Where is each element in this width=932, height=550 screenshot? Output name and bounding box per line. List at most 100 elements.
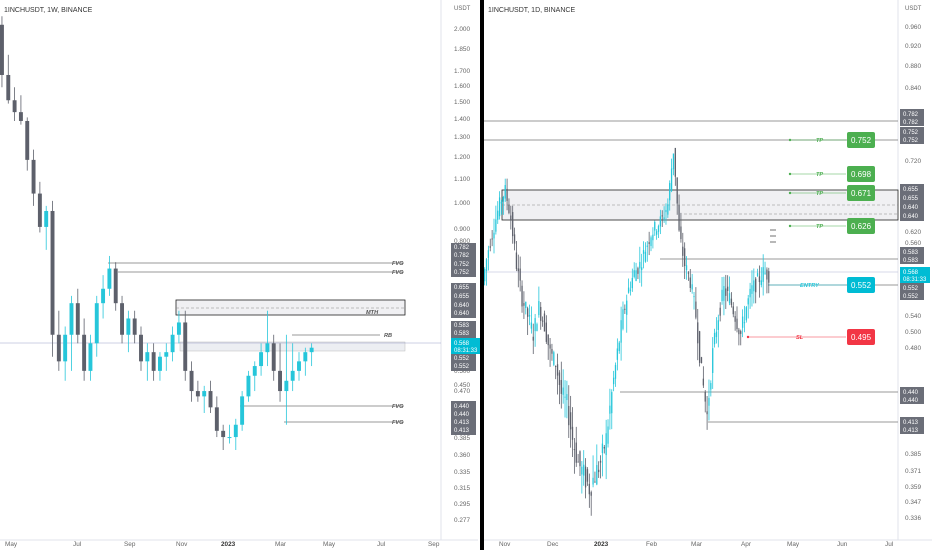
right-candle <box>745 307 748 321</box>
left-candle <box>12 100 17 113</box>
right-tag-bg-413 <box>900 417 924 434</box>
left-current-price-tag <box>451 338 481 354</box>
sl-annotation: SL <box>796 335 804 341</box>
right-tag-bg-655 <box>900 184 924 221</box>
right-candle <box>607 426 609 444</box>
tp2-label-bg <box>847 166 875 182</box>
left-current-price: 0.568 <box>454 341 470 347</box>
left-tag-bg-upper <box>451 243 476 277</box>
right-candle <box>568 405 570 426</box>
right-candle <box>543 313 546 332</box>
left-candle <box>208 391 213 408</box>
right-x-tick: May <box>787 541 800 548</box>
right-chart-title: 1INCHUSDT, 1D, BINANCE <box>488 7 575 14</box>
left-candle <box>309 347 314 353</box>
right-candle <box>727 286 729 291</box>
right-candle <box>534 318 536 332</box>
left-y-tick: 1.600 <box>454 83 470 90</box>
right-candle <box>764 272 766 274</box>
right-y-tick: 0.540 <box>905 313 921 320</box>
right-current-price: 0.568 <box>903 270 919 276</box>
right-y-axis: 0.960 0.920 0.880 0.840 0.720 0.620 0.56… <box>905 24 921 522</box>
right-candle <box>601 443 604 454</box>
right-candle <box>562 387 564 395</box>
left-candle <box>284 380 289 392</box>
right-candle <box>768 271 770 283</box>
right-price-tag: 0.440 <box>903 398 919 404</box>
left-y-tick: 0.470 <box>454 388 470 395</box>
right-candle <box>599 460 602 463</box>
sl-label-bg <box>847 329 875 345</box>
right-candle <box>586 469 589 482</box>
left-price-tags: 0.782 0.782 0.752 0.752 0.655 0.655 0.64… <box>451 243 481 435</box>
left-price-tag: 0.782 <box>454 253 470 259</box>
left-y-tick: 0.315 <box>454 485 470 492</box>
tp2-annotation: TP <box>816 172 823 178</box>
right-y-tick: 0.480 <box>905 345 921 352</box>
right-y-tick: 0.920 <box>905 43 921 50</box>
left-y-tick: 1.500 <box>454 99 470 106</box>
right-candle <box>674 147 676 177</box>
left-y-tick: 0.900 <box>454 226 470 233</box>
right-candle <box>541 320 544 322</box>
tp3-annotation: TP <box>816 191 823 197</box>
panel-divider <box>480 0 484 550</box>
left-x-tick: Nov <box>176 541 188 548</box>
right-price-tag: 0.640 <box>903 205 919 211</box>
right-candle <box>734 316 736 322</box>
right-candle <box>702 378 705 386</box>
right-tag-bg-782 <box>900 109 924 126</box>
right-candle <box>732 306 734 315</box>
left-x-tick: Mar <box>275 541 287 548</box>
right-candle <box>545 322 547 342</box>
right-candle <box>502 196 505 202</box>
right-candle <box>532 336 534 341</box>
right-price-tags: 0.782 0.782 0.752 0.752 0.655 0.655 0.64… <box>900 109 930 434</box>
right-candle <box>652 234 654 241</box>
left-price-tag: 0.552 <box>454 364 470 370</box>
right-candle <box>736 318 738 330</box>
right-x-axis: Nov Dec 2023 Feb Mar Apr May Jun Jul <box>499 541 893 548</box>
right-candle <box>697 322 699 344</box>
right-candle <box>719 307 721 316</box>
right-candle <box>684 248 686 267</box>
right-candle <box>704 392 706 402</box>
right-price-tag: 0.552 <box>903 294 919 300</box>
right-candle <box>747 298 749 305</box>
tp3-dot <box>788 191 792 195</box>
tp4-label: 0.626 <box>851 222 872 231</box>
left-candle <box>252 366 257 376</box>
right-x-tick: Apr <box>741 541 752 548</box>
right-candle <box>762 267 764 282</box>
right-candle <box>512 212 514 237</box>
left-candle <box>101 288 106 304</box>
right-candle <box>528 315 531 317</box>
right-candle <box>635 270 637 282</box>
right-candle <box>547 334 549 346</box>
right-candle <box>508 204 510 213</box>
left-y-tick: 1.200 <box>454 154 470 161</box>
left-price-tag: 0.655 <box>454 285 470 291</box>
right-candle <box>650 237 652 247</box>
right-y-tick: 0.840 <box>905 85 921 92</box>
right-candle <box>504 185 506 199</box>
tp1-dot <box>788 138 792 142</box>
right-candle <box>712 348 714 373</box>
right-candle <box>654 221 656 231</box>
right-candle <box>579 451 581 467</box>
tp2-label: 0.698 <box>851 170 872 179</box>
right-candle <box>530 322 533 329</box>
right-candle <box>588 483 590 495</box>
left-candle <box>50 210 55 335</box>
right-candle <box>605 433 607 456</box>
left-y-tick: 1.000 <box>454 200 470 207</box>
left-x-tick: Sep <box>428 541 440 548</box>
right-price-tag: 0.413 <box>903 428 919 434</box>
right-y-tick: 0.359 <box>905 484 921 491</box>
right-candle <box>603 447 605 449</box>
right-candle <box>629 289 632 291</box>
left-price-tag: 0.640 <box>454 311 470 317</box>
left-y-tick: 0.385 <box>454 435 470 442</box>
right-candle <box>713 332 716 345</box>
left-candle <box>94 303 99 344</box>
